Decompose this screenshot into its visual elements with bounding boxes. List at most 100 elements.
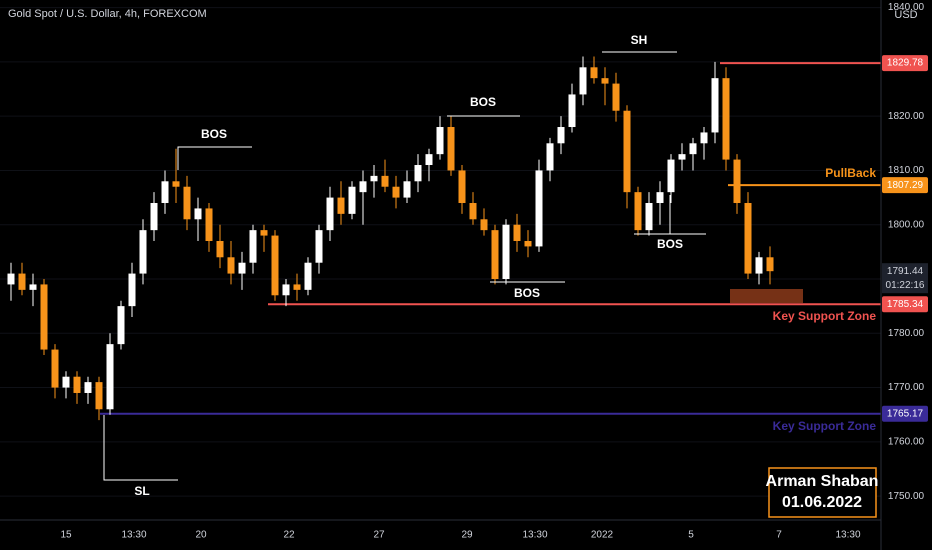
y-tick-label: 1810.00 [888,165,925,176]
candle-body [381,175,389,187]
countdown: 01:22:16 [886,280,925,291]
candle-body [227,257,235,274]
candle-body [29,284,37,290]
candle-body [260,230,268,236]
candle-body [755,257,763,274]
bos-label: BOS [514,286,540,300]
candle-body [623,110,631,193]
x-tick-label: 20 [195,530,207,541]
candle-body [458,170,466,204]
candle-body [238,262,246,274]
candle-body [678,154,686,160]
bos-line [177,146,252,170]
candle-body [689,143,697,155]
candle-body [216,241,224,258]
x-tick-label: 13:30 [522,530,547,541]
candle-body [700,132,708,144]
x-tick-label: 13:30 [835,530,860,541]
candle-body [711,78,719,133]
axes: 1750.001760.001770.001780.001790.001800.… [60,2,928,541]
candle-body [359,181,367,193]
candle-body [337,197,345,214]
level-label: 1765.17 [887,408,924,419]
candle-body [95,382,103,410]
candle-body [612,83,620,111]
y-tick-label: 1840.00 [888,2,925,13]
x-tick-label: 5 [688,530,694,541]
y-tick-label: 1820.00 [888,111,925,122]
candle-body [535,170,543,247]
level-tag [882,177,928,194]
level-tag [882,405,928,422]
candle-body [128,273,136,307]
candle-body [436,127,444,155]
candle-body [590,67,598,79]
watermark-box [768,467,877,518]
currency: USD [894,9,917,21]
candle-body [634,192,642,231]
candle-body [205,208,213,242]
sh-label: SH [631,33,648,47]
bos-label: BOS [201,127,227,141]
candle-body [150,203,158,231]
x-tick-label: 29 [461,530,473,541]
candle-body [524,241,532,247]
level-tag [882,55,928,72]
candle-body [414,165,422,182]
candle-body [62,376,70,388]
candle-body [73,376,81,393]
candle-body [645,203,653,231]
candle-body [194,208,202,220]
x-tick-label: 13:30 [121,530,146,541]
candle-body [469,203,477,220]
level-tag [882,296,928,313]
bos-line [634,195,706,235]
support-label: Key Support Zone [773,309,877,323]
candle-body [139,230,147,274]
candle-body [106,344,114,410]
candles [7,56,774,421]
price-tag [882,263,928,294]
y-tick-label: 1800.00 [888,219,925,230]
watermark-date: 01.06.2022 [782,494,862,511]
candle-body [304,262,312,290]
candle-body [744,203,752,274]
candle-body [656,192,664,204]
sl-label: SL [134,484,149,498]
x-tick-label: 22 [283,530,295,541]
candle-body [722,78,730,160]
x-tick-label: 27 [373,530,385,541]
bos-label: BOS [470,95,496,109]
levels [100,62,881,415]
candle-body [392,186,400,198]
candle-body [480,219,488,231]
candle-body [491,230,499,279]
candle-body [502,224,510,279]
candle-body [579,67,587,95]
y-tick-label: 1750.00 [888,491,925,502]
candle-body [183,186,191,220]
x-tick-label: 2022 [591,530,614,541]
candle-body [161,181,169,204]
level-label: 1807.29 [887,180,924,191]
level-label: 1785.34 [887,299,924,310]
candle-body [172,181,180,187]
candle-body [568,94,576,128]
candle-body [293,284,301,290]
candle-body [271,235,279,296]
bos-label: BOS [657,237,683,251]
x-tick-label: 7 [776,530,782,541]
candle-body [733,159,741,204]
candle-body [84,382,92,393]
y-tick-label: 1770.00 [888,382,925,393]
watermark: Arman Shaban 01.06.2022 [766,467,878,518]
candle-body [51,349,59,388]
candle-body [40,284,48,350]
candle-body [249,230,257,263]
candle-body [667,159,675,193]
current-price: 1791.44 [887,266,924,277]
support-zone-box [730,289,803,303]
sl-line [103,415,178,481]
